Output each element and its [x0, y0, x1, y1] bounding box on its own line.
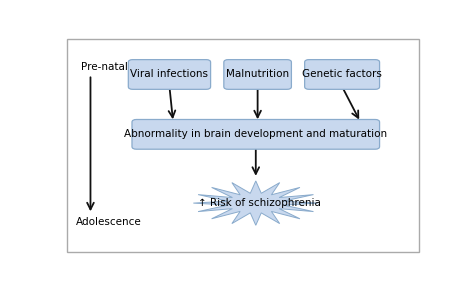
Text: ↑ Risk of schizophrenia: ↑ Risk of schizophrenia — [198, 198, 321, 208]
Text: Adolescence: Adolescence — [76, 217, 142, 227]
FancyBboxPatch shape — [132, 120, 380, 149]
Text: Malnutrition: Malnutrition — [226, 69, 289, 79]
Text: Genetic factors: Genetic factors — [302, 69, 382, 79]
FancyBboxPatch shape — [305, 60, 380, 89]
FancyBboxPatch shape — [224, 60, 292, 89]
Text: Pre-natal: Pre-natal — [82, 62, 128, 72]
FancyBboxPatch shape — [128, 60, 210, 89]
Text: Abnormality in brain development and maturation: Abnormality in brain development and mat… — [124, 129, 387, 139]
Text: Viral infections: Viral infections — [130, 69, 209, 79]
Polygon shape — [193, 181, 318, 225]
